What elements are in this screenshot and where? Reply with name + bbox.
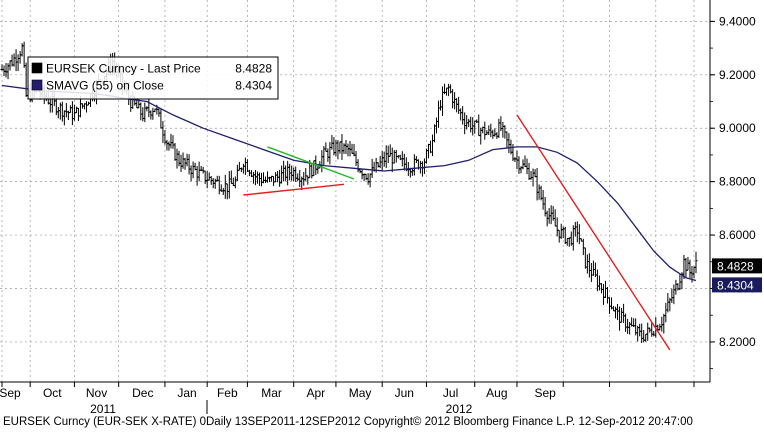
value-tags: 8.4828 8.4304 xyxy=(712,258,762,293)
sma-series xyxy=(1,84,697,282)
y-tick-label: 9.2000 xyxy=(719,68,756,82)
legend: EURSEK Curncy - Last Price 8.4828 SMAVG (5… xyxy=(27,56,279,100)
x-tick-label: Dec xyxy=(132,386,153,400)
x-tick-label: Oct xyxy=(43,386,62,400)
x-axis: Sep Oct Nov Dec Jan Feb Mar Apr May Jun Jul Aug Sep 2… xyxy=(0,382,695,416)
x-tick-label: Jul xyxy=(443,386,458,400)
trendline-resistance xyxy=(267,146,355,180)
sma-tag-text: 8.4304 xyxy=(717,278,754,292)
legend-swatch xyxy=(31,62,43,74)
y-tick-label: 8.8000 xyxy=(719,175,756,189)
year-label-2011: 2011 xyxy=(90,402,116,416)
trendline-support xyxy=(243,183,345,196)
x-tick-label: Apr xyxy=(306,386,325,400)
x-tick-label: Jun xyxy=(395,386,414,400)
sma-line xyxy=(1,84,697,282)
legend-value: 8.4304 xyxy=(235,79,272,93)
x-tick-label: Nov xyxy=(86,386,107,400)
last-price-tag-bg xyxy=(712,258,762,274)
trendline-downtrend xyxy=(516,114,671,351)
y-tick-label: 8.2000 xyxy=(719,335,756,349)
trendlines xyxy=(243,114,671,351)
sma-tag-bg xyxy=(712,277,762,293)
chart-footer: EURSEK Curncy (EUR-SEK X-RATE) 0Daily 13… xyxy=(3,416,693,428)
legend-label: SMAVG (55) on Close xyxy=(46,79,164,93)
x-tick-label: Feb xyxy=(217,386,238,400)
y-tick-label: 9.0000 xyxy=(719,121,756,135)
y-tick-label: 8.6000 xyxy=(719,228,756,242)
legend-label: EURSEK Curncy - Last Price xyxy=(46,62,201,76)
x-tick-label: Sep xyxy=(0,386,21,400)
x-tick-label: Sep xyxy=(534,386,556,400)
year-label-2012: 2012 xyxy=(446,402,473,416)
x-tick-label: Jan xyxy=(177,386,196,400)
legend-swatch xyxy=(31,79,43,91)
legend-box xyxy=(27,56,279,100)
grid xyxy=(0,0,710,382)
x-tick-label: Mar xyxy=(261,386,282,400)
x-tick-label: Aug xyxy=(486,386,507,400)
x-tick-label: May xyxy=(349,386,372,400)
y-tick-label: 9.4000 xyxy=(719,14,756,28)
legend-value: 8.4828 xyxy=(235,62,272,76)
last-price-tag-text: 8.4828 xyxy=(717,259,754,273)
